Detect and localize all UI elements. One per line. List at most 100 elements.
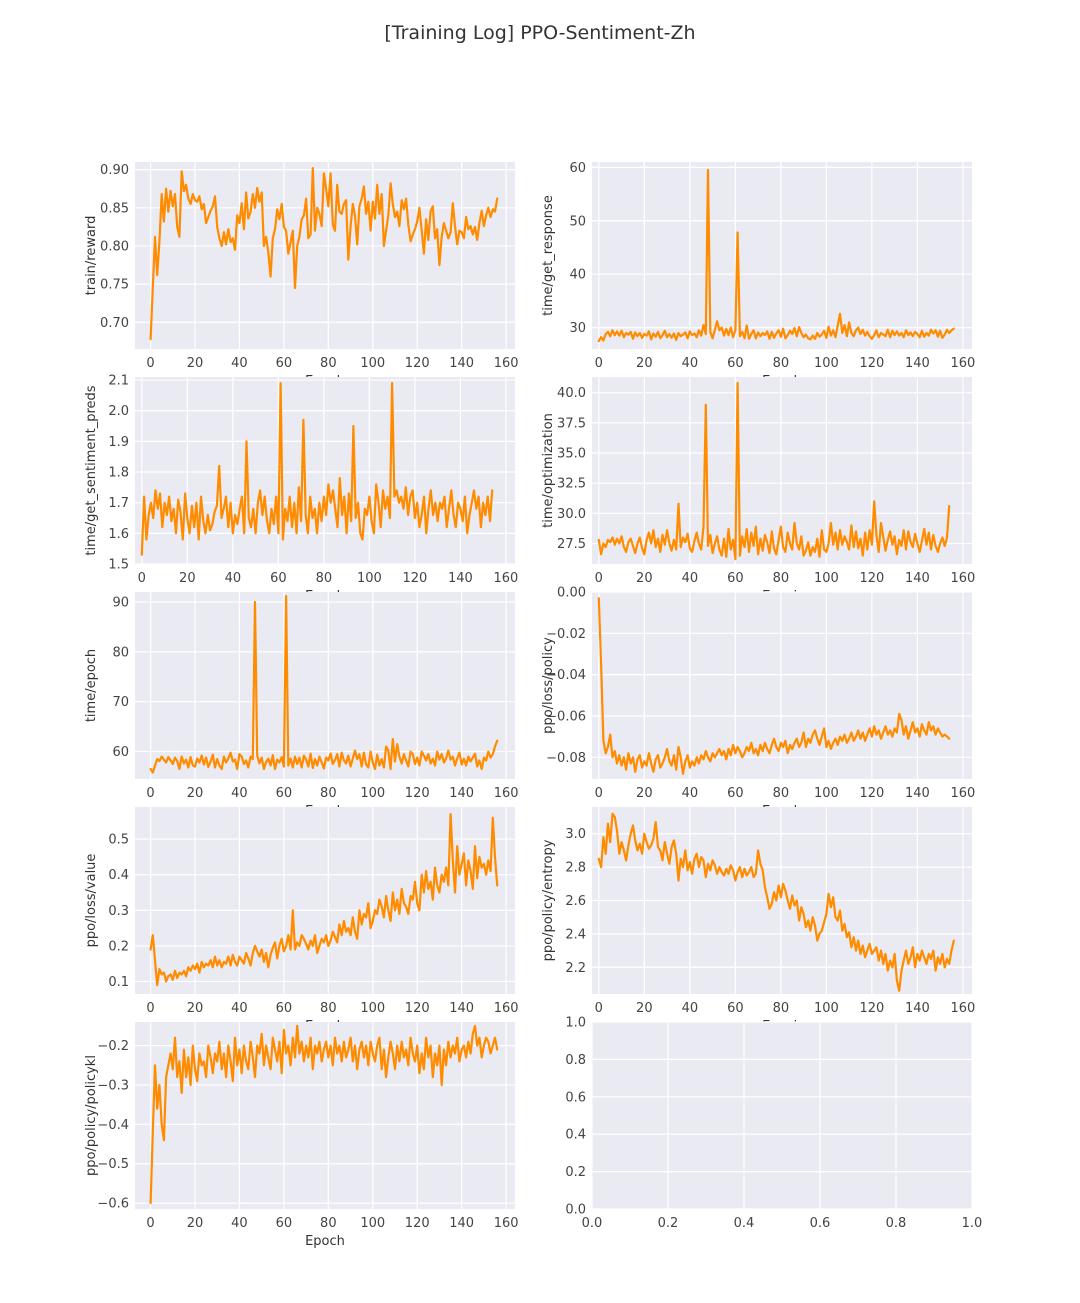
- x-tick-label: 0.4: [734, 1216, 755, 1231]
- y-tick-label: 0.90: [100, 163, 129, 178]
- y-tick-label: 0.6: [565, 1090, 586, 1105]
- series-line: [149, 594, 499, 774]
- x-tick-label: 160: [494, 356, 519, 371]
- y-tick-label: −0.08: [546, 751, 586, 766]
- x-tick-label: 20: [636, 786, 653, 801]
- x-tick-label: 80: [320, 356, 337, 371]
- subplot-7: 0204060801001201401600.10.20.30.40.5Epoc…: [84, 807, 519, 1034]
- x-tick-label: 1.0: [962, 1216, 983, 1231]
- y-tick-label: 70: [112, 695, 129, 710]
- y-axis-label: time/epoch: [84, 649, 99, 722]
- y-tick-label: 27.5: [557, 537, 586, 552]
- x-tick-label: 100: [360, 356, 385, 371]
- x-tick-label: 0.6: [810, 1216, 831, 1231]
- x-tick-label: 0.2: [658, 1216, 679, 1231]
- y-tick-label: 0.8: [565, 1053, 586, 1068]
- x-tick-label: 100: [814, 571, 839, 586]
- y-tick-label: 0.5: [108, 833, 129, 848]
- y-tick-label: 0.3: [108, 904, 129, 919]
- y-tick-label: 60: [112, 745, 129, 760]
- y-tick-label: −0.3: [97, 1078, 129, 1093]
- x-tick-label: 160: [494, 1001, 519, 1016]
- x-tick-label: 0.8: [886, 1216, 907, 1231]
- y-tick-label: 0.75: [100, 278, 129, 293]
- x-axis-label: Epoch: [305, 1234, 345, 1249]
- y-tick-label: 1.6: [108, 527, 129, 542]
- x-tick-label: 20: [187, 1001, 204, 1016]
- y-tick-label: 1.0: [565, 1016, 586, 1031]
- x-tick-label: 0: [146, 786, 154, 801]
- y-tick-label: 80: [112, 645, 129, 660]
- y-tick-label: 0.4: [108, 868, 129, 883]
- y-tick-label: 30: [569, 321, 586, 336]
- x-tick-label: 40: [225, 571, 242, 586]
- series-line: [597, 812, 955, 992]
- x-tick-label: 60: [727, 571, 744, 586]
- x-tick-label: 80: [320, 1001, 337, 1016]
- x-tick-label: 0: [595, 356, 603, 371]
- x-tick-label: 100: [357, 571, 382, 586]
- y-tick-label: −0.02: [546, 627, 586, 642]
- y-axis-label: time/get_sentiment_preds: [84, 385, 99, 555]
- x-tick-label: 160: [493, 571, 518, 586]
- y-tick-label: 0.1: [108, 975, 129, 990]
- x-tick-label: 60: [270, 571, 287, 586]
- y-tick-label: 0.00: [557, 586, 586, 601]
- y-tick-label: 90: [112, 595, 129, 610]
- y-axis-label: ppo/policy/entropy: [541, 839, 556, 961]
- subplot-2: 02040608010012014016030405060Epochtime/g…: [541, 161, 975, 389]
- y-axis-label: ppo/policy/policykl: [84, 1055, 99, 1176]
- figure-title: [Training Log] PPO-Sentiment-Zh: [384, 22, 696, 44]
- x-tick-label: 60: [276, 1216, 293, 1231]
- x-tick-label: 80: [320, 1216, 337, 1231]
- subplot-1: 0 20 40 60 80 100 120 140 160 0.70 0.75 0.80 0.85 0.9…: [84, 162, 519, 389]
- y-tick-label: −0.5: [97, 1157, 129, 1172]
- series-line: [149, 812, 499, 987]
- subplot-4: 0 20 40 60 80 100 120 140 160 27.5 30.0 32.5 35.0 37.…: [541, 377, 975, 604]
- x-tick-label: 0: [595, 786, 603, 801]
- x-tick-label: 20: [187, 786, 204, 801]
- plot-area: [592, 1022, 972, 1209]
- subplot-5: 02040608010012014016060708090Epochtime/e…: [84, 592, 519, 819]
- y-tick-label: −0.2: [97, 1039, 129, 1054]
- series-line: [149, 1024, 499, 1205]
- subplot-6: 0 20 40 60 80 100 120 140 160 −0.08 −0.06 −0.04 −0.0…: [541, 586, 975, 820]
- series-line: [597, 168, 955, 343]
- x-tick-label: 40: [682, 1001, 699, 1016]
- y-axis-label: train/reward: [84, 216, 99, 296]
- x-tick-label: 100: [814, 786, 839, 801]
- x-tick-label: 120: [405, 1001, 430, 1016]
- y-tick-label: 0.85: [100, 201, 129, 216]
- x-tick-label: 100: [814, 356, 839, 371]
- subplot-8: 0204060801001201401602.22.42.62.83.0Epoc…: [541, 807, 975, 1034]
- x-tick-label: 40: [231, 1216, 248, 1231]
- x-tick-label: 60: [727, 356, 744, 371]
- x-tick-label: 120: [405, 356, 430, 371]
- x-tick-label: 60: [727, 1001, 744, 1016]
- x-tick-label: 60: [276, 786, 293, 801]
- x-tick-label: 20: [636, 571, 653, 586]
- y-axis-label: time/get_response: [541, 195, 556, 316]
- y-tick-label: 2.0: [108, 404, 129, 419]
- y-axis-label: ppo/loss/policy: [541, 637, 556, 734]
- x-tick-label: 140: [449, 1216, 474, 1231]
- x-tick-label: 40: [682, 356, 699, 371]
- x-tick-label: 160: [950, 1001, 975, 1016]
- x-tick-label: 0: [595, 1001, 603, 1016]
- series-line: [597, 597, 951, 775]
- x-tick-label: 80: [773, 571, 790, 586]
- y-tick-label: −0.6: [97, 1197, 129, 1212]
- x-tick-label: 40: [231, 1001, 248, 1016]
- x-tick-label: 120: [402, 571, 427, 586]
- y-tick-label: 3.0: [565, 827, 586, 842]
- subplot-10: 0.0 0.2 0.4 0.6 0.8 1.0 0.0 0.2 0.4 0.6 0.8 1.0: [565, 1016, 982, 1232]
- x-tick-label: 120: [859, 356, 884, 371]
- x-tick-label: 140: [449, 1001, 474, 1016]
- y-tick-label: 35.0: [557, 447, 586, 462]
- x-tick-label: 160: [950, 571, 975, 586]
- x-tick-label: 0: [146, 356, 154, 371]
- x-tick-label: 80: [773, 356, 790, 371]
- x-tick-label: 160: [494, 1216, 519, 1231]
